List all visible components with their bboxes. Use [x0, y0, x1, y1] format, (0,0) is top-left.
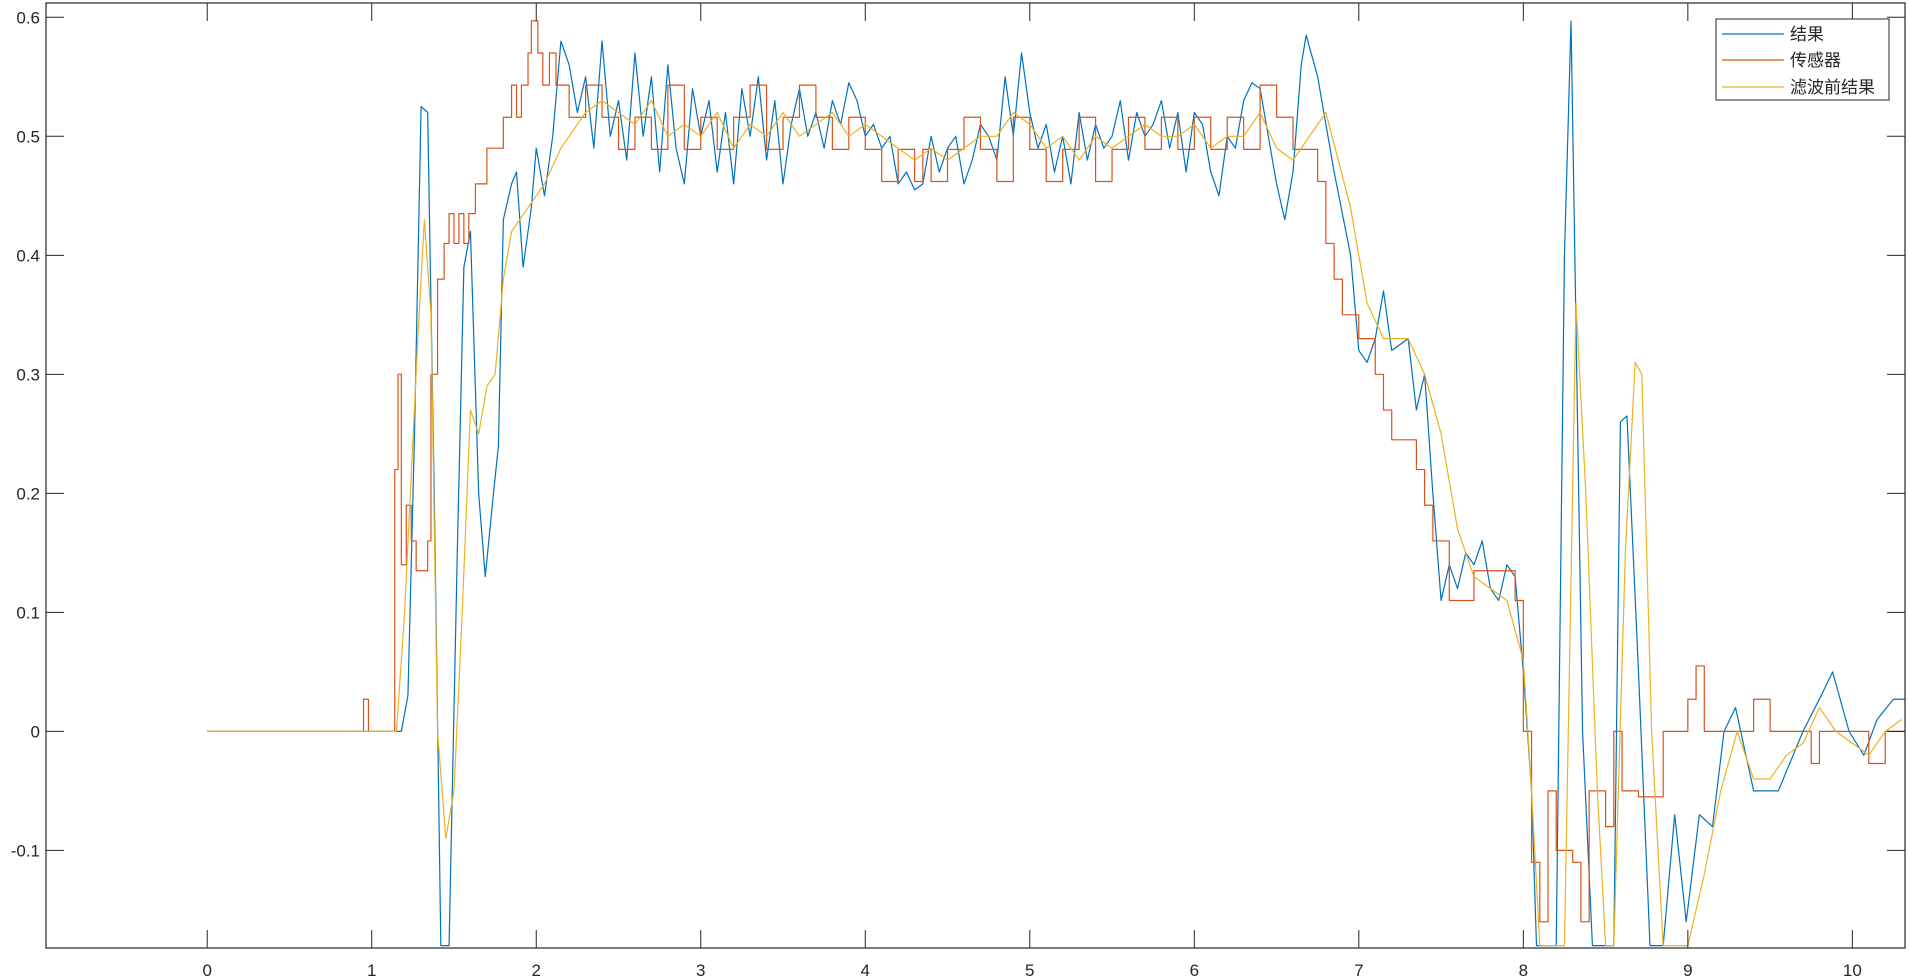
x-tick-label: 0: [202, 961, 211, 979]
x-tick-label: 1: [367, 961, 376, 979]
series-line-1: [207, 20, 1905, 923]
y-tick-label: 0: [31, 722, 40, 741]
y-tick-label: -0.1: [11, 841, 40, 860]
x-tick-label: 8: [1519, 961, 1528, 979]
y-tick-label: 0.3: [16, 365, 40, 384]
x-tick-label: 3: [696, 961, 705, 979]
y-tick-label: 0.6: [16, 8, 40, 27]
x-tick-label: 2: [532, 961, 541, 979]
y-tick-label: 0.2: [16, 484, 40, 503]
x-tick-label: 7: [1354, 961, 1363, 979]
x-tick-label: 5: [1025, 961, 1034, 979]
y-tick-label: 0.4: [16, 246, 40, 265]
series-layer: [207, 20, 1905, 947]
series-line-0: [207, 20, 1905, 947]
series-line-2: [207, 99, 1903, 947]
x-tick-label: 4: [861, 961, 870, 979]
legend-label-0: 结果: [1790, 25, 1824, 45]
x-tick-label: 6: [1190, 961, 1199, 979]
x-tick-label: 10: [1843, 961, 1862, 979]
legend: 结果 传感器 滤波前结果: [1715, 18, 1890, 101]
y-tick-label: 0.1: [16, 603, 40, 622]
plot-area-frame: [45, 2, 1906, 949]
legend-label-2: 滤波前结果: [1790, 78, 1875, 98]
y-tick-label: 0.5: [16, 127, 40, 146]
x-tick-label: 9: [1683, 961, 1692, 979]
ticks-layer: 0 1 2 3 4 5 6 7 8 9 10 -0.1 0 0.1 0.2 0.3 0.4 0.5 0.6: [11, 3, 1905, 979]
legend-label-1: 传感器: [1790, 51, 1841, 71]
